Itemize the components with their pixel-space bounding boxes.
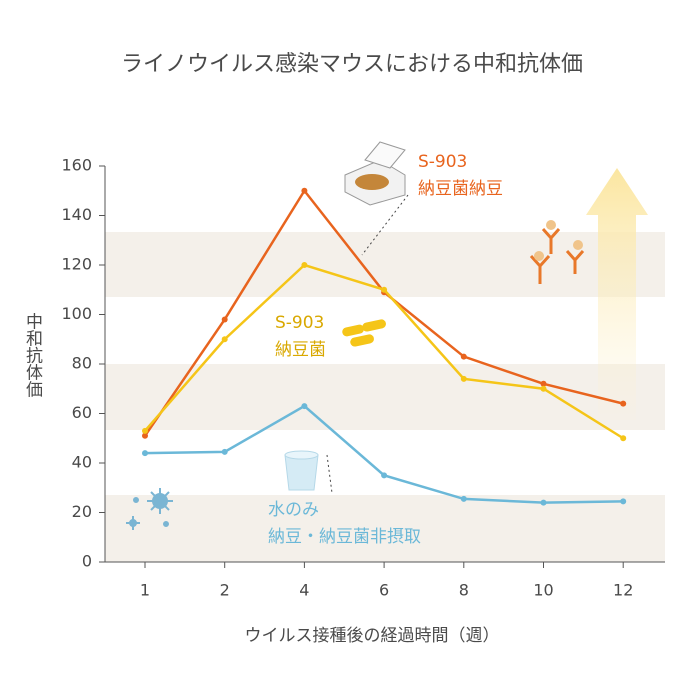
series-label: S-903 (418, 152, 467, 172)
point (221, 316, 228, 323)
leader (326, 454, 333, 494)
point (381, 286, 388, 293)
y-tick-label: 160 (61, 156, 92, 175)
band (105, 232, 665, 297)
point (381, 472, 388, 479)
point (460, 495, 467, 502)
bacteria-icon (342, 319, 386, 347)
x-tick-label: 1 (140, 581, 150, 600)
y-tick-label: 60 (72, 403, 92, 422)
chart-title: ライノウイルス感染マウスにおける中和抗体価 (121, 52, 583, 77)
x-tick-label: 10 (533, 581, 553, 600)
y-axis-label: 中和抗体価 (22, 312, 43, 397)
point (142, 432, 148, 439)
series-label: 納豆菌 (275, 340, 326, 360)
y-tick-label: 100 (61, 304, 92, 323)
y-tick-label: 140 (61, 205, 92, 224)
y-tick-label: 80 (72, 354, 92, 373)
band (105, 364, 665, 430)
point (301, 262, 308, 268)
x-tick-label: 4 (299, 581, 309, 600)
y-tick-label: 0 (82, 552, 92, 571)
band (105, 495, 665, 562)
y-tick-label: 40 (72, 453, 92, 472)
virus-icon (126, 488, 173, 530)
x-tick-label: 2 (220, 581, 230, 600)
y-tick-label: 120 (61, 255, 92, 274)
series-label: S-903 (275, 313, 324, 333)
point (221, 336, 228, 343)
x-tick-label: 12 (613, 581, 633, 600)
point (142, 427, 148, 434)
point (540, 385, 547, 392)
x-axis-label: ウイルス接種後の経過時間（週） (245, 626, 500, 646)
y-tick-label: 20 (72, 502, 92, 521)
point (221, 448, 228, 455)
x-tick-label: 8 (459, 581, 469, 600)
antibody-icon (529, 220, 585, 284)
point (620, 435, 627, 442)
series-label: 納豆菌納豆 (418, 179, 503, 199)
point (620, 498, 627, 505)
water-cup-icon (284, 450, 319, 491)
natto-icon (344, 141, 406, 206)
point (142, 450, 148, 457)
series-label: 納豆・納豆菌非摂取 (268, 527, 421, 547)
series-label: 水のみ (268, 500, 319, 520)
point (460, 375, 467, 382)
point (540, 380, 547, 387)
point (540, 499, 547, 506)
point (301, 403, 308, 410)
point (460, 353, 467, 360)
point (301, 187, 308, 194)
x-tick-label: 6 (379, 581, 389, 600)
point (620, 400, 627, 407)
increase-arrow (586, 168, 648, 420)
